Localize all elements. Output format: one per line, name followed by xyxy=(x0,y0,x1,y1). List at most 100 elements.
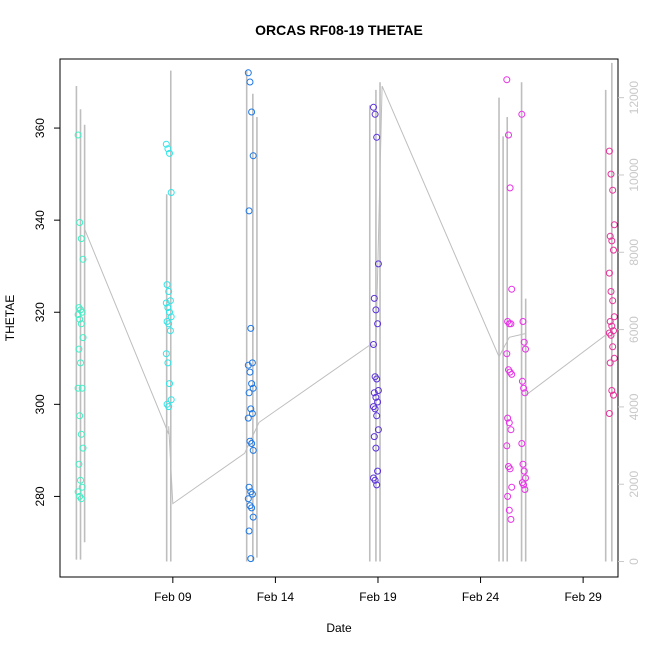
data-point xyxy=(608,387,616,394)
data-point xyxy=(371,405,379,413)
data-point xyxy=(372,306,380,314)
y2-tick-label: 0 xyxy=(627,558,641,565)
data-point xyxy=(610,313,618,321)
x-tick-label: Feb 24 xyxy=(462,590,500,604)
data-point xyxy=(607,170,615,178)
data-point xyxy=(606,359,614,367)
data-point xyxy=(520,338,528,346)
data-point xyxy=(248,504,256,512)
data-point xyxy=(505,506,513,514)
data-point xyxy=(373,133,381,141)
data-point xyxy=(518,110,526,118)
data-point xyxy=(610,221,618,229)
data-point xyxy=(166,380,173,388)
data-point xyxy=(506,465,514,473)
data-point xyxy=(245,207,253,215)
data-point xyxy=(74,131,82,139)
data-point xyxy=(78,483,86,491)
y2-tick-label: 12000 xyxy=(627,81,641,115)
data-point xyxy=(607,331,615,339)
points-layer xyxy=(74,69,618,563)
data-point xyxy=(503,350,511,358)
data-point xyxy=(521,389,529,397)
data-point xyxy=(76,412,84,420)
data-point xyxy=(373,375,381,383)
y-axis-label: THETAE xyxy=(3,295,17,341)
data-point xyxy=(507,515,515,523)
data-point xyxy=(374,260,382,268)
data-point xyxy=(508,285,516,293)
data-point xyxy=(162,299,170,307)
data-point xyxy=(79,444,87,452)
chart-title: ORCAS RF08-19 THETAE xyxy=(255,22,423,38)
data-point xyxy=(165,403,173,411)
data-point xyxy=(610,354,618,362)
data-point xyxy=(370,103,377,111)
data-point xyxy=(370,341,377,348)
data-point xyxy=(508,370,516,378)
data-point xyxy=(77,430,85,438)
data-point xyxy=(372,393,380,401)
data-point xyxy=(370,389,378,397)
data-point xyxy=(248,108,256,116)
data-point xyxy=(74,311,82,318)
data-point xyxy=(164,304,172,312)
data-point xyxy=(248,410,256,417)
data-point xyxy=(245,483,253,491)
y2-tick-label: 6000 xyxy=(627,316,641,343)
data-point xyxy=(371,476,379,484)
data-point xyxy=(78,384,86,392)
y-tick-label: 300 xyxy=(33,394,47,414)
data-point xyxy=(248,440,256,447)
data-point xyxy=(370,294,378,302)
data-point xyxy=(77,359,84,367)
flight-series-0 xyxy=(74,131,87,503)
data-point xyxy=(609,297,617,305)
flight-series-2 xyxy=(244,69,257,563)
data-point xyxy=(505,131,512,139)
y2-tick-label: 2000 xyxy=(627,471,641,498)
data-point xyxy=(245,389,253,397)
data-point xyxy=(606,318,614,325)
data-point xyxy=(76,315,84,323)
data-point xyxy=(74,384,82,392)
data-point xyxy=(371,110,379,118)
data-point xyxy=(244,414,252,422)
data-point xyxy=(244,495,252,503)
data-point xyxy=(518,440,526,447)
data-point xyxy=(522,345,529,353)
data-point xyxy=(609,186,617,194)
data-point xyxy=(374,426,382,434)
data-point xyxy=(373,481,381,489)
x-tick-label: Feb 09 xyxy=(154,590,192,604)
data-point xyxy=(244,69,252,77)
data-point xyxy=(521,486,529,493)
data-point xyxy=(247,555,255,563)
y2-tick-label: 10000 xyxy=(627,158,641,192)
data-point xyxy=(166,327,174,335)
y-axis-right: 0 2000 4000 6000 8000 10000 12000 xyxy=(618,81,641,565)
data-point xyxy=(608,237,616,245)
data-point xyxy=(74,488,82,496)
data-point xyxy=(519,318,527,325)
y-tick-label: 340 xyxy=(33,210,47,230)
data-point xyxy=(374,387,382,394)
flight-series-5 xyxy=(605,147,618,417)
altitude-layer xyxy=(75,62,613,562)
data-point xyxy=(507,426,515,434)
data-point xyxy=(506,184,514,192)
data-point xyxy=(374,467,382,475)
data-point xyxy=(370,433,378,441)
data-point xyxy=(606,232,614,240)
data-point xyxy=(607,288,615,295)
data-point xyxy=(162,140,170,148)
data-point xyxy=(505,419,513,427)
data-point xyxy=(249,446,257,454)
data-point xyxy=(162,350,170,358)
data-point xyxy=(167,396,175,404)
data-point xyxy=(167,313,175,321)
y-tick-label: 320 xyxy=(33,302,47,322)
flight-series-3 xyxy=(370,103,382,489)
data-point xyxy=(507,320,515,328)
